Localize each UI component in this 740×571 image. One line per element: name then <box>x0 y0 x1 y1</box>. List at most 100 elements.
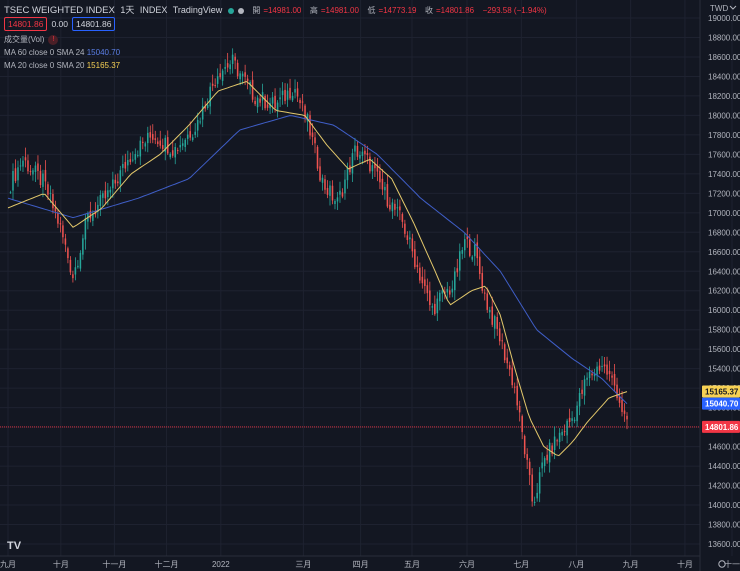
price-tick-label: 14400.00 <box>708 462 740 471</box>
price-tick-label: 15400.00 <box>708 365 740 374</box>
candle-up <box>112 179 114 189</box>
price-tick-label: 15600.00 <box>708 345 740 354</box>
candle-down <box>59 223 62 225</box>
candle-up <box>191 137 194 141</box>
candle-down <box>204 106 206 109</box>
candle-down <box>29 171 32 173</box>
candle-up <box>396 207 399 209</box>
candle-up <box>441 290 444 294</box>
price-box-row: 14801.86 0.00 14801.86 <box>4 17 116 31</box>
candle-up <box>127 159 129 166</box>
warning-icon[interactable]: ! <box>48 34 59 45</box>
candle-up <box>346 167 349 181</box>
candle-down <box>64 238 67 245</box>
candle-up <box>471 256 474 260</box>
candle-up <box>99 194 102 206</box>
time-tick-label: 十月 <box>677 559 693 569</box>
candle-up <box>541 462 543 469</box>
candle-up <box>97 204 99 212</box>
candle-down <box>626 415 628 420</box>
ma20-indicator[interactable]: MA 20 close 0 SMA 20 15165.37 <box>4 61 120 70</box>
sell-price-box[interactable]: 14801.86 <box>4 17 48 31</box>
candle-down <box>214 85 216 87</box>
candle-up <box>77 265 79 268</box>
candle-down <box>14 168 17 182</box>
candle-up <box>384 186 386 191</box>
candle-down <box>166 137 169 154</box>
candle-down <box>331 185 334 201</box>
candle-up <box>446 288 449 293</box>
candle-down <box>466 236 469 240</box>
candle-down <box>314 137 316 144</box>
symbol-title[interactable]: TSEC WEIGHTED INDEX <box>4 5 115 16</box>
candle-down <box>591 373 593 376</box>
candle-up <box>339 190 341 195</box>
candle-down <box>606 364 608 375</box>
candle-up <box>221 70 224 81</box>
price-tick-label: 16600.00 <box>708 248 740 257</box>
candle-down <box>568 417 571 422</box>
candle-down <box>449 290 451 295</box>
candle-down <box>496 317 498 329</box>
candle-down <box>516 385 518 406</box>
candle-down <box>244 72 246 77</box>
ma20-value: 15165.37 <box>86 61 121 70</box>
candle-down <box>62 225 64 238</box>
candle-up <box>336 197 339 202</box>
source-label: TradingView <box>172 5 223 15</box>
candle-down <box>426 285 429 294</box>
price-label-text: 15165.37 <box>705 388 739 397</box>
price-label-text: 14801.86 <box>705 423 739 432</box>
tradingview-logo-icon[interactable]: TV <box>7 540 22 552</box>
market-status-icon <box>227 7 234 14</box>
time-tick-label: 七月 <box>513 560 529 569</box>
interval-label[interactable]: 1天 <box>120 5 135 15</box>
volume-indicator[interactable]: 成交量(Vol) ! <box>4 34 59 45</box>
candle-up <box>239 73 241 80</box>
time-tick-label: 九月 <box>0 560 16 569</box>
candle-down <box>284 89 286 101</box>
candle-down <box>501 340 503 342</box>
ohlc-close: 收 =14801.86 <box>425 6 475 15</box>
candle-down <box>114 179 117 184</box>
candle-down <box>379 170 381 183</box>
price-tick-label: 17000.00 <box>708 209 740 218</box>
candle-up <box>186 134 189 139</box>
candle-down <box>503 344 506 361</box>
candle-down <box>581 389 583 394</box>
candle-up <box>139 140 142 157</box>
candle-down <box>424 279 426 286</box>
candle-up <box>269 103 271 109</box>
candle-down <box>341 192 344 197</box>
candle-up <box>164 137 167 152</box>
candle-down <box>556 440 558 442</box>
settings-gear-icon[interactable] <box>718 560 726 568</box>
candle-down <box>117 181 119 184</box>
candle-down <box>259 98 261 103</box>
candle-down <box>618 396 621 403</box>
candle-up <box>351 153 354 174</box>
candle-down <box>154 138 157 140</box>
price-tick-label: 14600.00 <box>708 443 740 452</box>
candle-down <box>316 146 319 169</box>
candle-up <box>344 179 346 194</box>
candle-down <box>324 179 326 190</box>
candle-down <box>236 62 239 77</box>
candle-down <box>274 95 276 109</box>
candle-down <box>456 268 459 273</box>
buy-price-box[interactable]: 14801.86 <box>72 17 116 31</box>
candle-down <box>511 367 513 386</box>
ohlc-change: −293.58 (−1.94%) <box>482 6 547 15</box>
candle-down <box>419 267 421 281</box>
candle-up <box>371 165 374 172</box>
candle-down <box>551 445 553 454</box>
candle-down <box>219 73 221 78</box>
candle-up <box>276 102 279 112</box>
ma60-indicator[interactable]: MA 60 close 0 SMA 24 15040.70 <box>4 48 120 57</box>
candle-down <box>349 165 351 173</box>
candle-down <box>478 256 481 274</box>
candle-down <box>67 248 69 259</box>
candle-down <box>72 274 74 279</box>
candle-down <box>521 416 523 433</box>
